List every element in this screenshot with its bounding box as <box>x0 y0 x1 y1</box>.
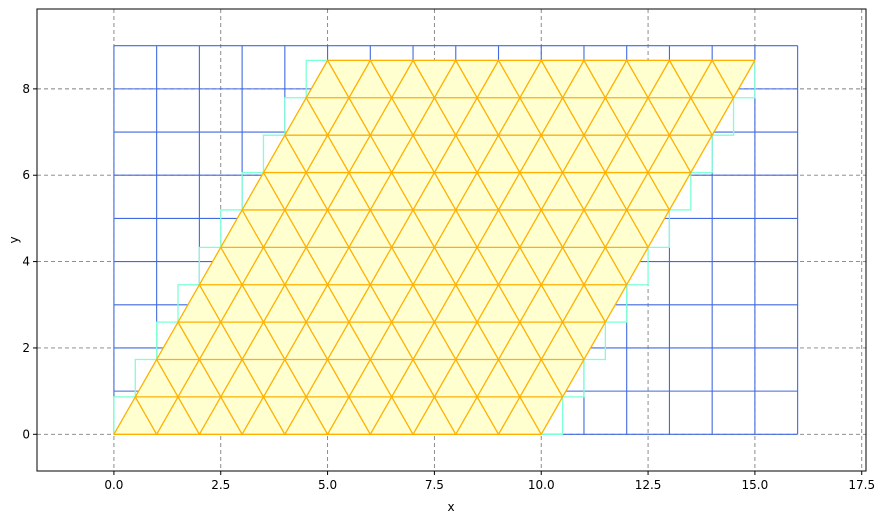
mesh-edge-diagonal <box>305 97 500 435</box>
x-tick-label: 10.0 <box>528 478 555 492</box>
mesh-edge-diagonal <box>198 284 286 435</box>
mesh-edge-diagonal <box>626 60 692 173</box>
mesh-edge-diagonal <box>583 60 670 211</box>
mesh-edge-diagonal <box>497 60 628 286</box>
triangle-mesh-edges <box>113 59 756 435</box>
mesh-edge-diagonal <box>241 209 371 435</box>
x-tick-label: 17.5 <box>848 478 875 492</box>
x-tick-label: 15.0 <box>742 478 769 492</box>
y-axis-label: y <box>7 236 21 243</box>
y-tick-label: 0 <box>22 427 30 441</box>
mesh-edge-diagonal <box>262 172 414 435</box>
mesh-edge-diagonal <box>327 60 542 435</box>
mesh-edge-diagonal <box>668 60 713 136</box>
x-tick-label: 12.5 <box>635 478 662 492</box>
mesh-edge-slanted <box>540 60 756 435</box>
mesh-edge-diagonal <box>711 60 735 99</box>
x-tick-label: 0.0 <box>104 478 123 492</box>
mesh-edge-diagonal <box>284 134 457 435</box>
mesh-edge-diagonal <box>455 60 606 323</box>
x-tick-label: 5.0 <box>318 478 337 492</box>
y-axis-ticks: 0 2 4 6 8 <box>22 82 37 441</box>
x-axis-label: x <box>447 500 454 514</box>
plot-frame <box>36 8 867 472</box>
mesh-edge-diagonal <box>220 247 329 435</box>
x-tick-label: 2.5 <box>211 478 230 492</box>
mesh-edge-diagonal <box>540 60 649 248</box>
mesh-edge-diagonal <box>134 396 158 435</box>
y-tick-label: 8 <box>22 82 30 96</box>
mesh-edge-diagonal <box>412 60 585 360</box>
mesh-edge-diagonal <box>369 60 564 398</box>
y-tick-label: 2 <box>22 341 30 355</box>
y-tick-label: 4 <box>22 255 30 269</box>
mesh-edge-diagonal <box>177 321 243 435</box>
mesh-edge-diagonal <box>156 359 200 435</box>
y-tick-label: 6 <box>22 168 30 182</box>
x-tick-label: 7.5 <box>425 478 444 492</box>
x-axis-ticks: 0.0 2.5 5.0 7.5 10.0 12.5 15.0 17.5 <box>104 471 875 492</box>
